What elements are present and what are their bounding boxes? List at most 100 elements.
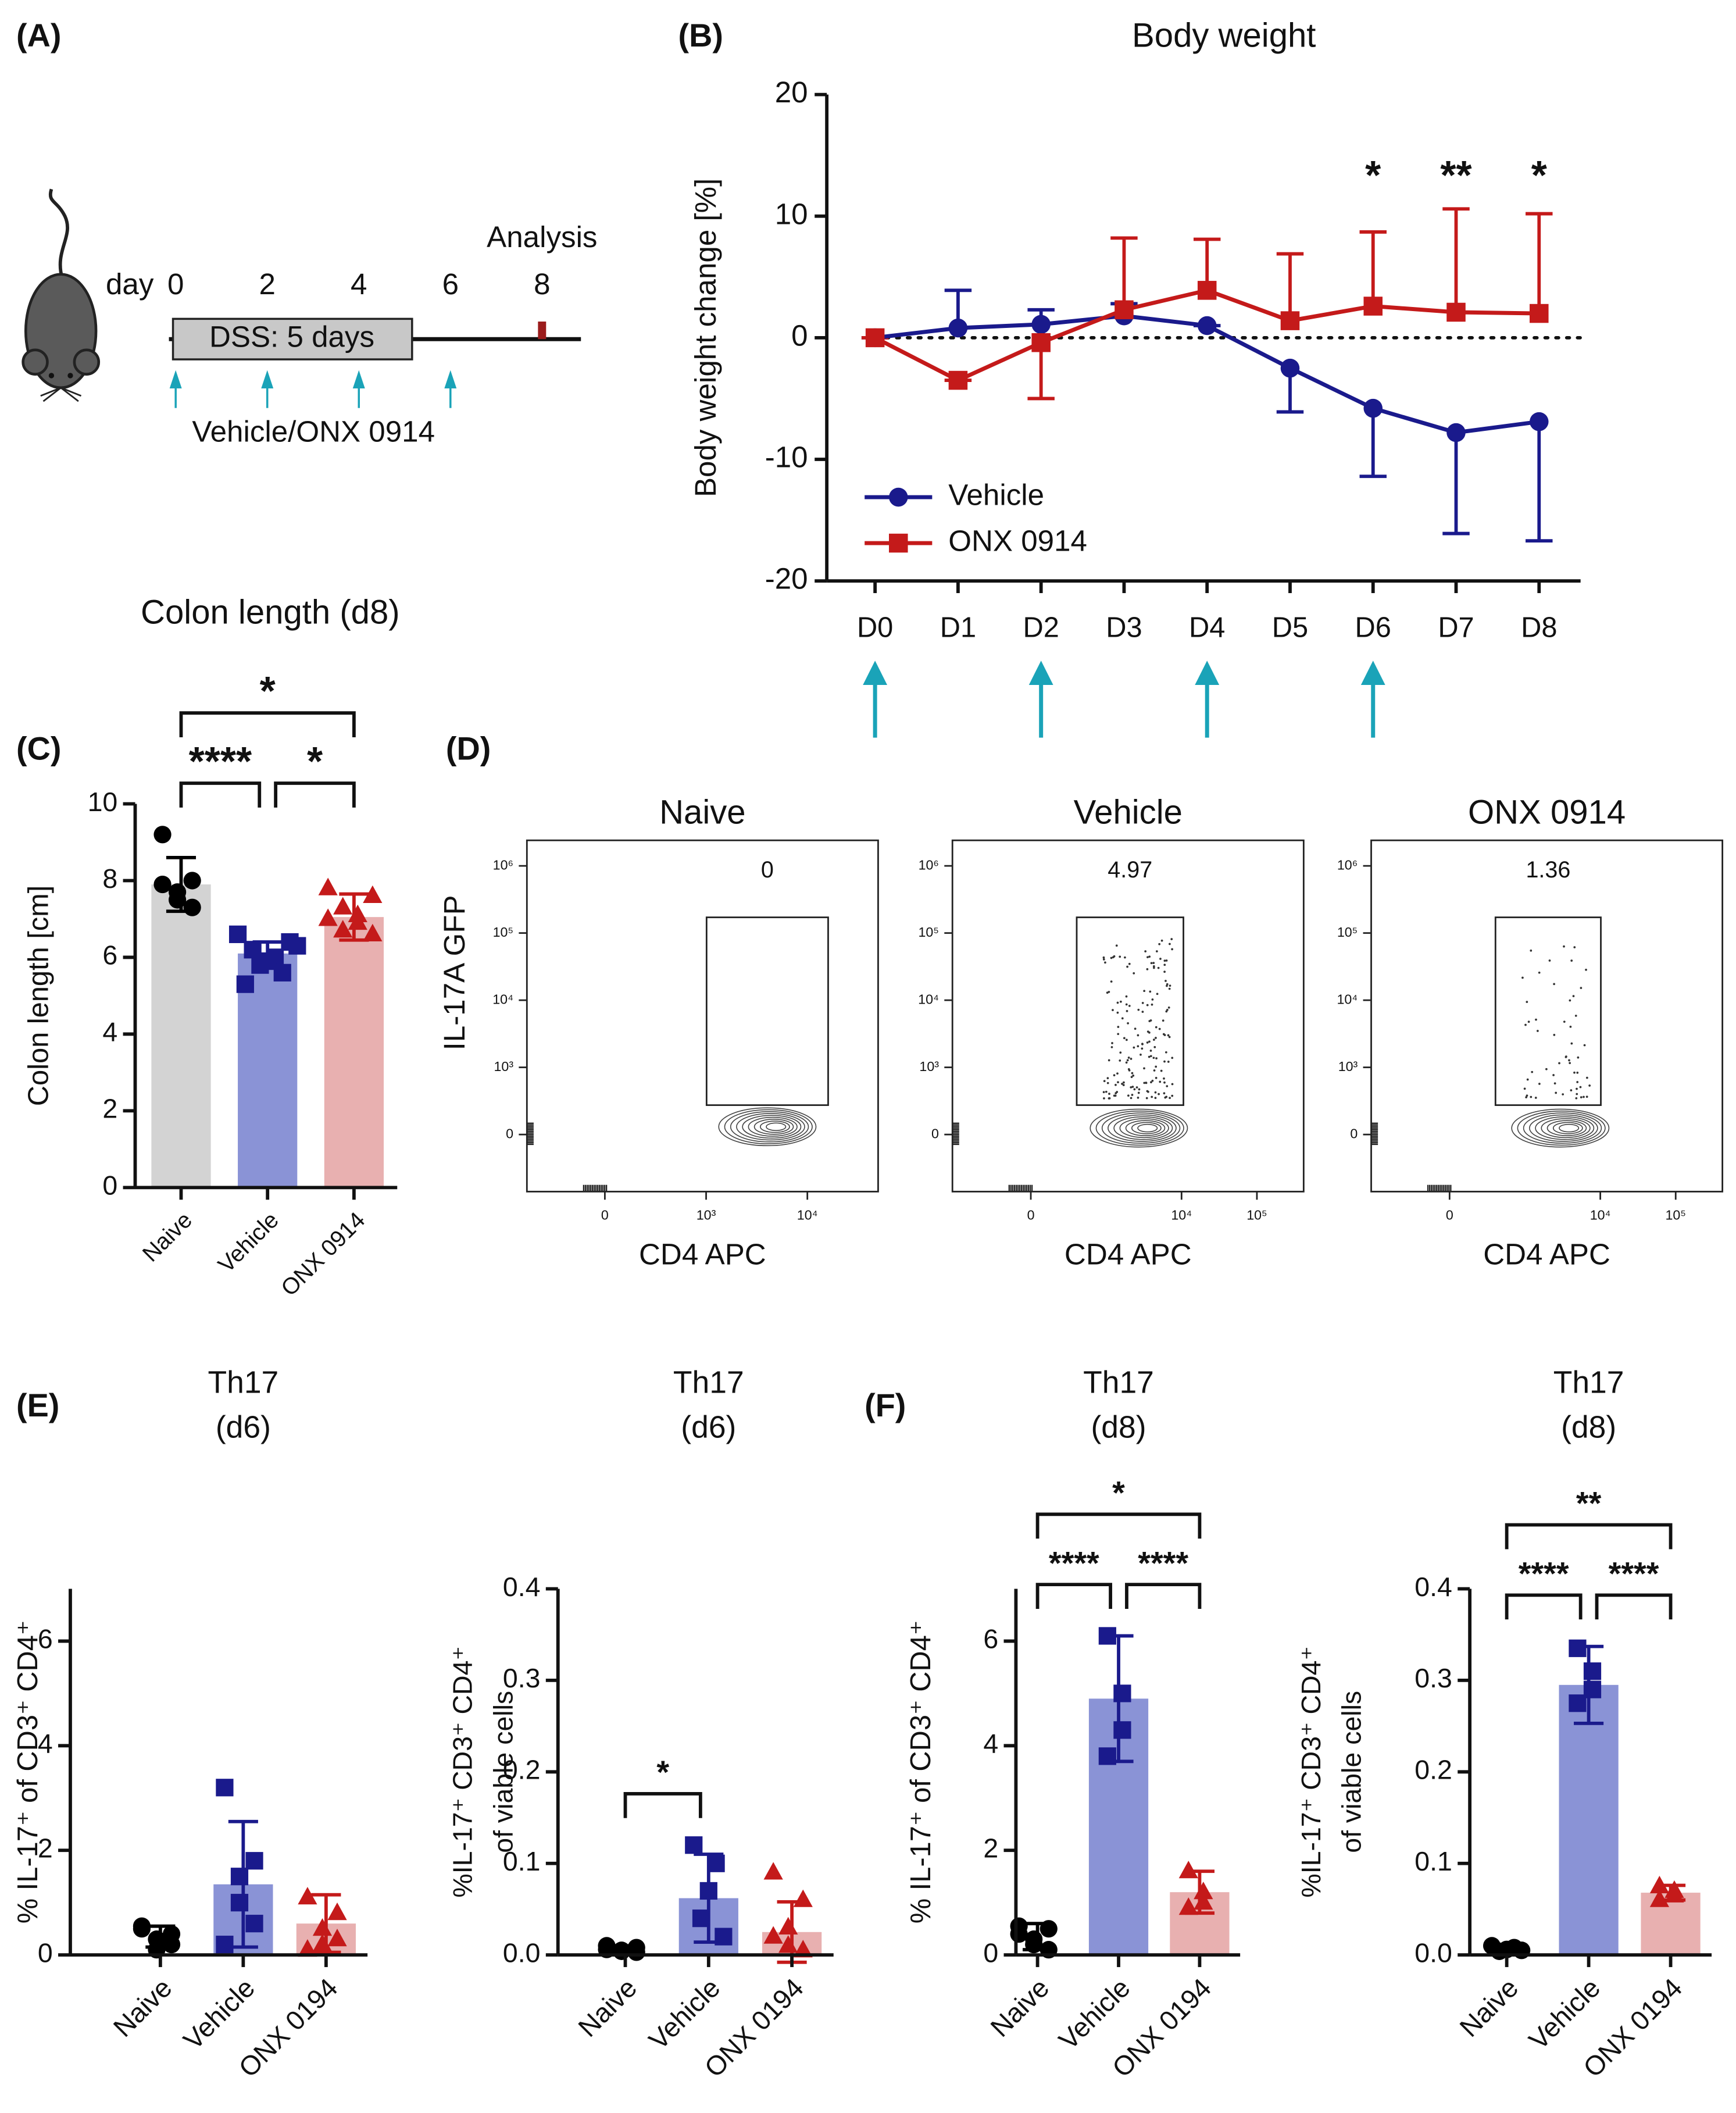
event-dot [1155, 1057, 1158, 1059]
point [865, 328, 885, 348]
event-dot [1141, 1011, 1144, 1013]
dss-box [172, 317, 413, 361]
event-dot [1553, 1034, 1556, 1036]
chart-title: (d6) [216, 1410, 271, 1444]
event-dot [1526, 1001, 1528, 1004]
day-label: day [106, 267, 154, 301]
contour [748, 1116, 798, 1137]
contour [753, 1118, 794, 1135]
event-dot [1575, 1097, 1578, 1100]
y-tick-label: 0.4 [503, 1572, 541, 1602]
x-tick-label: 0 [601, 1207, 609, 1222]
event-dot [1548, 959, 1551, 962]
x-tick-label: 10⁴ [1171, 1207, 1192, 1222]
event-dot [1152, 962, 1155, 965]
y-tick-label: 10³ [494, 1059, 514, 1074]
event-dot [1125, 1003, 1128, 1006]
event-dot [1165, 1051, 1167, 1054]
point [1649, 1875, 1670, 1894]
event-dot [1535, 1018, 1537, 1021]
contour [1090, 1108, 1188, 1148]
treatment-label: Vehicle/ONX 0914 [192, 415, 435, 448]
y-tick-label: 0.3 [1414, 1663, 1452, 1693]
point [715, 1928, 733, 1946]
x-tick-label: ONX 0914 [276, 1207, 370, 1301]
point [363, 923, 383, 941]
x-tick-label: D2 [1023, 612, 1059, 644]
point [1446, 423, 1466, 442]
y-tick-label: 10³ [1338, 1059, 1358, 1074]
contour [1125, 1120, 1166, 1136]
x-tick-label: 0 [1446, 1207, 1453, 1222]
gate [1076, 916, 1184, 1107]
event-dot [1156, 950, 1158, 952]
event-dot [1160, 1069, 1163, 1072]
event-dot [1130, 1058, 1133, 1060]
y-axis-label: %IL-17⁺ CD3⁺ CD4⁺ [1296, 1646, 1326, 1898]
mouse-icon [22, 188, 101, 402]
comparison-label: * [656, 1754, 669, 1790]
event-dot [1159, 958, 1162, 960]
comparison-label: * [260, 668, 276, 713]
point [333, 897, 353, 915]
event-dot [1562, 1093, 1564, 1095]
y-tick-label: -10 [765, 441, 808, 474]
chart-title: (d8) [1561, 1410, 1616, 1444]
event-dot [1143, 1067, 1145, 1070]
y-axis-label: Colon length [cm] [23, 886, 55, 1107]
point [153, 875, 172, 894]
event-dot [1116, 1072, 1119, 1075]
day-number: 8 [534, 267, 550, 301]
event-dot [1153, 1046, 1156, 1048]
gate-value: 0 [761, 857, 774, 883]
event-dot [1126, 1009, 1128, 1012]
event-dot [1137, 1097, 1140, 1099]
point [1031, 333, 1051, 352]
event-dot [1151, 1079, 1154, 1082]
point [1583, 1680, 1602, 1698]
event-dot [1583, 1095, 1585, 1098]
event-dot [1102, 958, 1105, 961]
point [1649, 1889, 1670, 1907]
x-tick-label: 10⁴ [797, 1207, 818, 1222]
contour [1095, 1111, 1184, 1146]
event-dot [1583, 1044, 1586, 1047]
event-dot [1165, 959, 1168, 962]
event-dot [1563, 1020, 1566, 1023]
event-dot [1102, 1091, 1105, 1094]
contour [760, 1120, 790, 1133]
point [1025, 1936, 1043, 1954]
event-dot [1163, 1092, 1166, 1095]
x-tick-label: D7 [1438, 612, 1474, 644]
significance-label: * [1531, 152, 1548, 198]
event-dot [1163, 970, 1166, 973]
event-dot [1131, 1094, 1134, 1096]
y-axis-label: IL-17A GFP [438, 895, 471, 1050]
event-dot [1156, 993, 1159, 995]
chart-title: Th17 [673, 1366, 744, 1400]
comparison-bracket [1505, 1593, 1583, 1620]
arrow-head [863, 661, 888, 686]
y-tick-label: 0.2 [1414, 1755, 1452, 1785]
x-tick-label: D1 [940, 612, 976, 644]
point [1010, 1925, 1028, 1943]
event-dot [1108, 1097, 1111, 1100]
contour [730, 1111, 809, 1143]
point [1569, 1639, 1587, 1657]
y-tick-label: 10⁴ [492, 991, 513, 1006]
event-dot [1151, 998, 1154, 1001]
arrow-head [1028, 661, 1053, 686]
y-tick-label: 4 [102, 1017, 117, 1047]
bar [1559, 1684, 1619, 1955]
event-dot [1570, 1042, 1573, 1045]
point [312, 1934, 333, 1952]
event-dot [1576, 1081, 1579, 1083]
event-dot [1526, 1094, 1528, 1097]
event-dot [1568, 1059, 1570, 1062]
y-tick-label: 20 [775, 76, 808, 109]
event-dot [1155, 1065, 1158, 1068]
event-dot [1128, 962, 1131, 965]
chart-title: Body weight [1132, 16, 1316, 54]
contour [1535, 1116, 1595, 1140]
event-dot [1147, 1090, 1149, 1093]
